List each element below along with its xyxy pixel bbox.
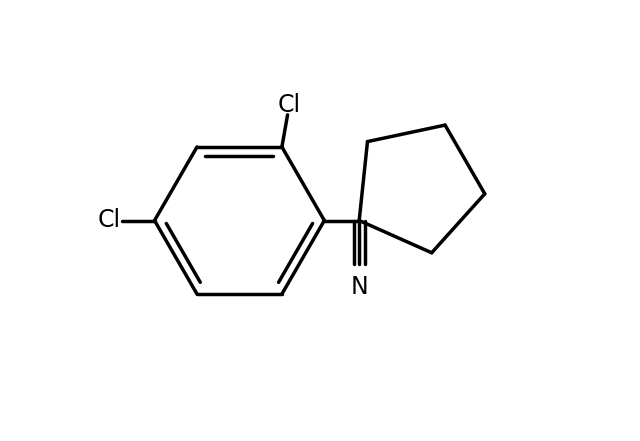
Text: N: N: [350, 275, 368, 299]
Text: Cl: Cl: [278, 93, 301, 117]
Text: Cl: Cl: [97, 209, 120, 232]
